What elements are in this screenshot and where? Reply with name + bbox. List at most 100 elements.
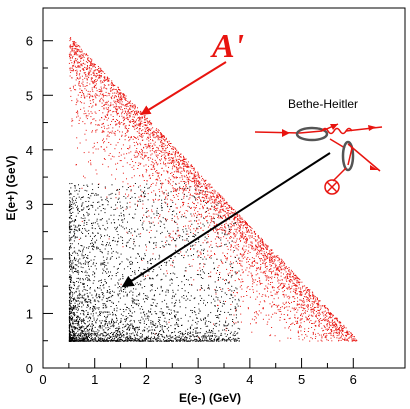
- a-prime-point: [174, 148, 176, 150]
- a-prime-point: [240, 232, 242, 234]
- a-prime-point: [106, 109, 108, 110]
- a-prime-point: [126, 130, 128, 132]
- a-prime-point: [95, 87, 97, 89]
- a-prime-point: [104, 102, 106, 104]
- a-prime-point: [142, 158, 144, 160]
- a-prime-point: [81, 89, 82, 91]
- a-prime-point: [265, 285, 267, 287]
- bethe-heitler-point: [107, 333, 109, 335]
- a-prime-point: [254, 236, 256, 237]
- a-prime-point: [185, 184, 187, 186]
- a-prime-point: [106, 115, 108, 116]
- a-prime-point: [147, 274, 149, 276]
- a-prime-point: [118, 100, 120, 102]
- bethe-heitler-point: [138, 267, 140, 269]
- bethe-heitler-point: [91, 338, 93, 340]
- bethe-heitler-point: [106, 272, 108, 274]
- a-prime-point: [109, 132, 110, 134]
- a-prime-point: [196, 178, 198, 180]
- a-prime-point: [297, 278, 299, 279]
- bethe-heitler-point: [94, 333, 96, 335]
- a-prime-point: [79, 46, 81, 48]
- a-prime-point: [168, 140, 170, 142]
- a-prime-point: [201, 215, 203, 217]
- a-prime-point: [194, 180, 196, 182]
- a-prime-point: [89, 159, 91, 161]
- a-prime-point: [247, 229, 249, 231]
- a-prime-point: [120, 92, 122, 94]
- a-prime-point: [227, 233, 229, 235]
- a-prime-point: [212, 229, 214, 231]
- a-prime-point: [75, 111, 77, 113]
- a-prime-point: [262, 294, 264, 296]
- a-prime-point: [147, 130, 149, 132]
- a-prime-point: [165, 196, 167, 198]
- bethe-heitler-point: [68, 318, 70, 319]
- a-prime-point: [211, 220, 213, 222]
- a-prime-point: [273, 304, 275, 306]
- bethe-heitler-point: [120, 320, 122, 322]
- bethe-heitler-point: [158, 332, 160, 334]
- a-prime-point: [95, 69, 97, 71]
- a-prime-point: [262, 308, 264, 310]
- a-prime-point: [139, 185, 141, 187]
- a-prime-point: [298, 284, 300, 286]
- bethe-heitler-point: [74, 271, 75, 272]
- a-prime-point: [180, 159, 182, 161]
- a-prime-point: [176, 161, 178, 163]
- a-prime-point: [286, 280, 288, 282]
- a-prime-point: [133, 136, 135, 137]
- a-prime-point: [299, 281, 301, 283]
- bethe-heitler-point: [185, 339, 187, 341]
- a-prime-point: [79, 77, 81, 79]
- a-prime-point: [350, 332, 352, 334]
- bethe-heitler-point: [104, 186, 106, 188]
- a-prime-point: [169, 145, 170, 146]
- a-prime-point: [264, 245, 266, 247]
- a-prime-point: [338, 337, 340, 339]
- a-prime-point: [156, 172, 158, 174]
- a-prime-point: [182, 162, 184, 164]
- a-prime-point: [178, 189, 180, 191]
- a-prime-point: [131, 118, 133, 120]
- a-prime-point: [186, 171, 187, 173]
- a-prime-point: [183, 157, 185, 159]
- a-prime-point: [330, 337, 332, 339]
- a-prime-point: [102, 131, 103, 133]
- a-prime-point: [303, 290, 305, 291]
- a-prime-point: [214, 202, 216, 204]
- a-prime-point: [126, 112, 128, 114]
- a-prime-point: [206, 195, 208, 197]
- a-prime-point: [167, 152, 169, 154]
- a-prime-point: [103, 108, 105, 110]
- a-prime-point: [194, 244, 196, 246]
- a-prime-point: [77, 51, 79, 53]
- a-prime-point: [219, 211, 221, 213]
- a-prime-point: [69, 46, 71, 48]
- bethe-heitler-point: [154, 236, 156, 238]
- a-prime-point: [219, 300, 221, 302]
- a-prime-point: [242, 225, 244, 227]
- a-prime-point: [104, 79, 106, 81]
- a-prime-point: [285, 276, 287, 278]
- a-prime-point: [306, 296, 307, 298]
- a-prime-point: [283, 264, 285, 266]
- a-prime-point: [163, 193, 165, 195]
- a-prime-point: [230, 246, 232, 248]
- a-prime-point: [219, 209, 221, 211]
- a-prime-point: [103, 158, 105, 159]
- a-prime-point: [147, 210, 149, 212]
- a-prime-point: [260, 237, 262, 239]
- a-prime-point: [75, 46, 77, 48]
- bethe-heitler-point: [78, 196, 80, 198]
- a-prime-point: [308, 319, 310, 321]
- a-prime-point: [310, 309, 312, 311]
- a-prime-point: [290, 279, 291, 280]
- a-prime-point: [90, 58, 91, 60]
- a-prime-point: [193, 228, 195, 230]
- a-prime-point: [136, 111, 138, 113]
- a-prime-point: [351, 338, 353, 340]
- a-prime-point: [150, 128, 152, 130]
- a-prime-point: [190, 193, 191, 195]
- a-prime-point: [173, 171, 175, 173]
